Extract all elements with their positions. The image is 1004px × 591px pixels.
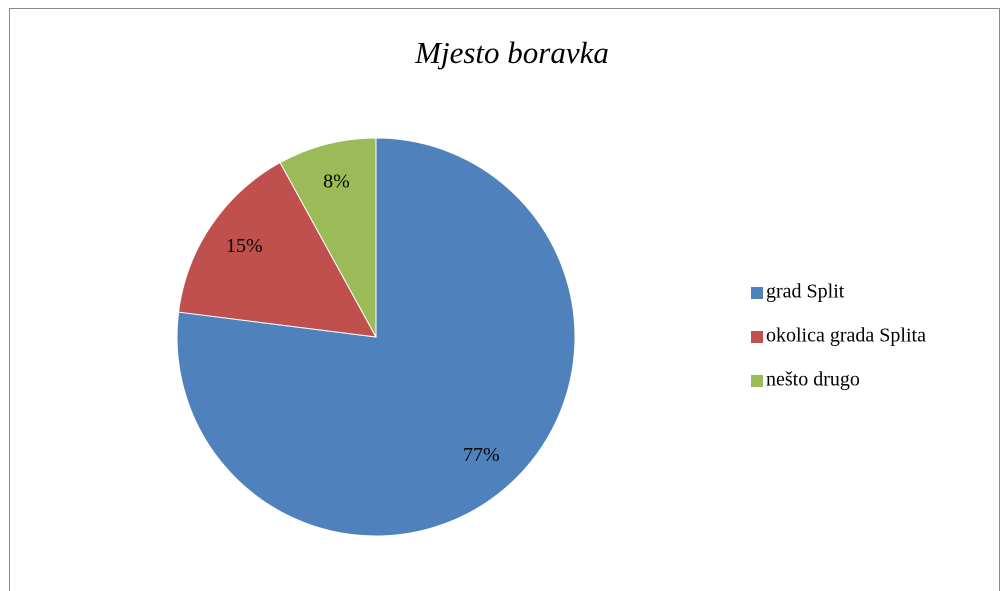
pie-slice [178, 161, 377, 338]
pie-slice [176, 137, 576, 537]
legend-swatch [751, 331, 763, 343]
chart-title: Mjesto boravka [414, 35, 609, 70]
legend-swatch [751, 375, 763, 387]
data-label: 77% [463, 444, 500, 466]
data-label: 15% [226, 235, 263, 257]
legend-label: okolica grada Splita [766, 325, 926, 347]
data-label: 8% [323, 170, 350, 192]
legend-swatch [751, 287, 763, 299]
chart-frame [9, 8, 1000, 591]
legend-label: grad Split [766, 281, 845, 303]
legend-label: nešto drugo [766, 369, 860, 391]
pie-slice [279, 137, 377, 338]
